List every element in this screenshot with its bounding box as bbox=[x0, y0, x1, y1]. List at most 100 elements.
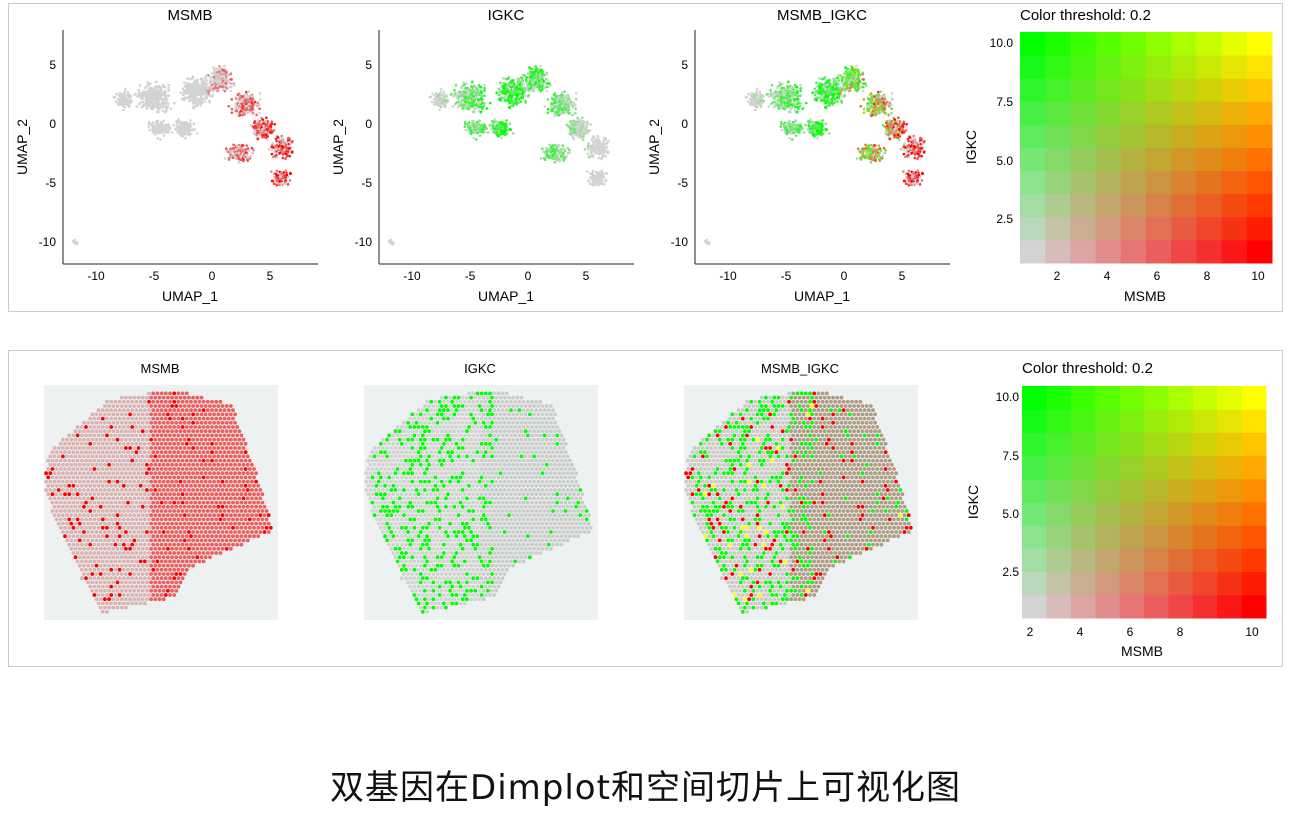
umap-point bbox=[191, 96, 194, 100]
umap-point bbox=[568, 148, 571, 152]
umap-point bbox=[158, 106, 161, 110]
umap-point bbox=[586, 179, 590, 183]
umap-point bbox=[210, 72, 214, 75]
umap-point bbox=[555, 95, 558, 98]
umap-point bbox=[165, 94, 169, 97]
umap-point bbox=[551, 148, 554, 151]
umap-point bbox=[545, 153, 548, 156]
umap-point bbox=[548, 143, 551, 147]
umap-point bbox=[154, 85, 157, 88]
umap-point bbox=[603, 136, 606, 140]
umap-point bbox=[839, 74, 842, 77]
umap-point bbox=[271, 155, 275, 159]
umap-point bbox=[818, 86, 821, 90]
umap-point bbox=[152, 126, 156, 130]
umap-point bbox=[150, 89, 153, 93]
umap-point bbox=[501, 90, 505, 93]
umap-point bbox=[591, 174, 594, 177]
umap-point bbox=[557, 113, 560, 117]
x-tick-label: 5 bbox=[583, 269, 590, 283]
umap-point bbox=[285, 148, 289, 151]
x-tick-label: 5 bbox=[267, 269, 274, 283]
umap-point bbox=[237, 160, 241, 164]
umap-point bbox=[525, 76, 528, 79]
umap-point bbox=[600, 152, 604, 156]
umap-point bbox=[278, 180, 281, 183]
umap-point bbox=[193, 83, 197, 87]
umap-point bbox=[799, 94, 802, 97]
umap-point bbox=[181, 87, 185, 91]
umap-point bbox=[183, 124, 186, 128]
umap-point bbox=[277, 183, 281, 186]
plot-title: MSMB_IGKC bbox=[777, 7, 867, 24]
umap-point bbox=[470, 80, 474, 84]
umap-point bbox=[189, 87, 192, 91]
umap-point bbox=[553, 92, 557, 96]
umap-point bbox=[224, 88, 228, 92]
umap-point bbox=[859, 86, 862, 90]
umap-point bbox=[462, 81, 466, 84]
umap-point bbox=[853, 68, 856, 71]
umap-point bbox=[196, 82, 200, 85]
umap-point bbox=[483, 94, 487, 97]
umap-point bbox=[269, 124, 272, 128]
umap-point bbox=[156, 94, 159, 98]
umap-point bbox=[505, 119, 508, 122]
umap-point bbox=[169, 107, 173, 110]
umap-point bbox=[478, 105, 481, 109]
umap-point bbox=[219, 66, 222, 70]
umap-point bbox=[246, 147, 250, 150]
umap-point bbox=[817, 90, 820, 93]
umap-point bbox=[275, 169, 279, 173]
umap-point bbox=[566, 101, 569, 104]
umap-point bbox=[505, 132, 509, 136]
umap-point bbox=[497, 93, 501, 97]
umap-point bbox=[483, 86, 486, 90]
umap-point bbox=[235, 105, 239, 109]
umap-point bbox=[502, 82, 505, 85]
umap-point bbox=[464, 93, 467, 96]
umap-point bbox=[795, 93, 798, 97]
umap-point bbox=[548, 153, 552, 156]
umap-point bbox=[244, 155, 247, 159]
umap-point bbox=[855, 64, 858, 68]
umap-point bbox=[545, 89, 549, 93]
umap-point bbox=[276, 136, 280, 139]
umap-point bbox=[472, 90, 476, 94]
umap-point bbox=[121, 93, 124, 97]
umap-point bbox=[463, 125, 467, 128]
umap-point bbox=[264, 133, 268, 136]
umap-point bbox=[443, 99, 447, 102]
umap-point bbox=[217, 86, 220, 90]
umap-point bbox=[460, 104, 464, 107]
umap-point bbox=[560, 155, 563, 159]
umap-point bbox=[270, 122, 274, 126]
umap-point bbox=[137, 88, 140, 92]
umap-point bbox=[546, 98, 550, 101]
umap-point bbox=[291, 150, 294, 154]
umap-point bbox=[521, 92, 524, 95]
umap-point bbox=[235, 148, 238, 151]
umap-point bbox=[572, 101, 575, 104]
umap-point bbox=[200, 93, 204, 96]
umap-point bbox=[265, 138, 269, 141]
umap-point bbox=[581, 138, 585, 141]
umap-point bbox=[558, 100, 562, 103]
umap-point bbox=[600, 182, 604, 186]
y-tick-label: -5 bbox=[361, 176, 372, 190]
umap-point bbox=[835, 100, 839, 103]
umap-point bbox=[587, 142, 590, 145]
umap-point bbox=[247, 90, 250, 93]
umap-point bbox=[272, 182, 276, 185]
umap-point bbox=[505, 95, 508, 98]
umap-point bbox=[182, 90, 185, 94]
umap-point bbox=[605, 172, 608, 176]
umap-point bbox=[799, 89, 802, 93]
umap-point bbox=[530, 67, 533, 71]
umap-point bbox=[163, 85, 167, 89]
umap-point bbox=[275, 153, 278, 157]
umap-point bbox=[163, 110, 166, 114]
umap-point bbox=[216, 89, 220, 92]
umap-point bbox=[511, 102, 514, 105]
y-tick-label: -10 bbox=[39, 235, 57, 249]
